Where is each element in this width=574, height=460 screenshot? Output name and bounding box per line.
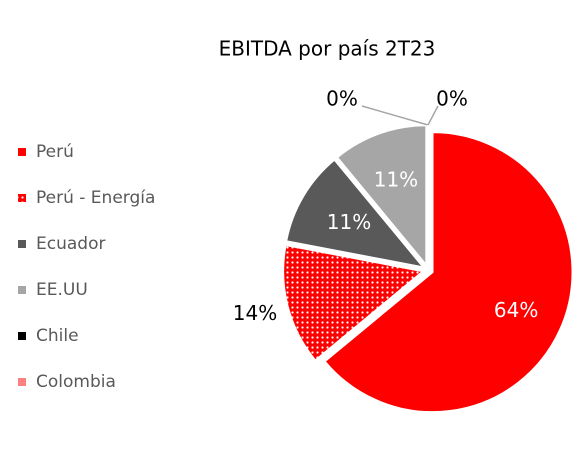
data-label: 11% — [374, 167, 418, 191]
pie-slice — [335, 124, 428, 269]
pie-slice — [323, 131, 574, 414]
data-label: 0% — [436, 87, 468, 111]
legend-label: Perú — [36, 142, 74, 162]
chart-title: EBITDA por país 2T23 — [219, 37, 436, 61]
leader-line — [427, 105, 439, 126]
leader-line — [361, 105, 429, 126]
legend-marker — [18, 378, 26, 386]
data-label: 14% — [233, 301, 277, 325]
pie-slice — [282, 243, 426, 362]
legend-label: Ecuador — [36, 234, 105, 254]
data-label: 64% — [494, 298, 538, 322]
pie-slice — [285, 158, 427, 269]
legend-label: Colombia — [36, 372, 116, 392]
legend-label: Perú - Energía — [36, 188, 155, 208]
legend-marker — [18, 240, 26, 248]
data-label: 0% — [326, 87, 358, 111]
legend-marker — [18, 148, 26, 156]
legend-marker — [18, 194, 26, 202]
data-label: 11% — [327, 210, 371, 234]
legend-label: Chile — [36, 326, 79, 346]
legend-marker — [18, 332, 26, 340]
legend-marker — [18, 286, 26, 294]
legend-label: EE.UU — [36, 280, 88, 300]
